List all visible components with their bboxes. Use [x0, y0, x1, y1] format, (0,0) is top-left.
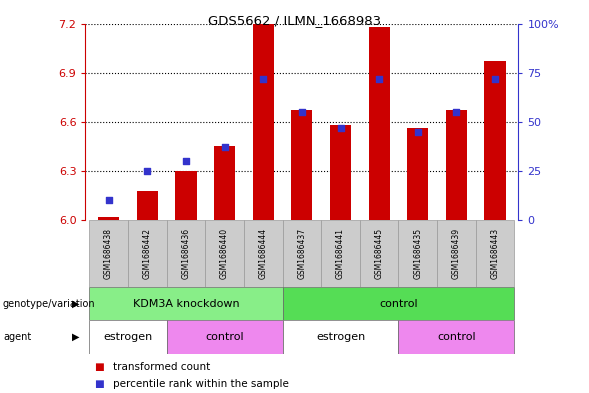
- Bar: [253, 24, 274, 220]
- Point: [452, 109, 461, 115]
- Text: GSM1686442: GSM1686442: [143, 228, 152, 279]
- Bar: [137, 191, 158, 220]
- Text: estrogen: estrogen: [103, 332, 153, 342]
- Bar: [90, 220, 128, 287]
- Text: GSM1686441: GSM1686441: [336, 228, 345, 279]
- Bar: [407, 129, 428, 220]
- Text: agent: agent: [3, 332, 31, 342]
- Text: GSM1686435: GSM1686435: [413, 228, 422, 279]
- Bar: [283, 287, 514, 320]
- Text: GSM1686436: GSM1686436: [181, 228, 190, 279]
- Text: GDS5662 / ILMN_1668983: GDS5662 / ILMN_1668983: [208, 14, 381, 27]
- Point: [220, 144, 229, 151]
- Text: ▶: ▶: [72, 299, 80, 309]
- Point: [259, 75, 268, 82]
- Bar: [90, 320, 167, 354]
- Bar: [399, 220, 437, 287]
- Bar: [476, 220, 514, 287]
- Bar: [167, 320, 283, 354]
- Text: transformed count: transformed count: [113, 362, 210, 373]
- Text: GSM1686440: GSM1686440: [220, 228, 229, 279]
- Bar: [369, 27, 390, 220]
- Point: [336, 125, 345, 131]
- Bar: [283, 320, 399, 354]
- Bar: [167, 220, 205, 287]
- Bar: [485, 61, 506, 220]
- Bar: [360, 220, 399, 287]
- Text: GSM1686445: GSM1686445: [375, 228, 383, 279]
- Point: [491, 75, 500, 82]
- Text: ▶: ▶: [72, 332, 80, 342]
- Bar: [244, 220, 283, 287]
- Bar: [446, 110, 467, 220]
- Text: GSM1686443: GSM1686443: [491, 228, 499, 279]
- Bar: [437, 220, 476, 287]
- Bar: [399, 320, 514, 354]
- Point: [104, 197, 113, 204]
- Point: [143, 168, 152, 174]
- Text: control: control: [437, 332, 476, 342]
- Bar: [283, 220, 321, 287]
- Bar: [330, 125, 351, 220]
- Bar: [98, 217, 119, 220]
- Point: [413, 129, 422, 135]
- Bar: [90, 287, 283, 320]
- Point: [297, 109, 307, 115]
- Bar: [291, 110, 313, 220]
- Bar: [321, 220, 360, 287]
- Text: ■: ■: [94, 379, 104, 389]
- Text: control: control: [205, 332, 244, 342]
- Text: genotype/variation: genotype/variation: [3, 299, 95, 309]
- Text: ■: ■: [94, 362, 104, 373]
- Bar: [214, 147, 235, 220]
- Text: GSM1686439: GSM1686439: [452, 228, 461, 279]
- Bar: [176, 171, 197, 220]
- Text: percentile rank within the sample: percentile rank within the sample: [113, 379, 289, 389]
- Text: GSM1686437: GSM1686437: [297, 228, 306, 279]
- Bar: [205, 220, 244, 287]
- Text: GSM1686438: GSM1686438: [104, 228, 113, 279]
- Text: KDM3A knockdown: KDM3A knockdown: [133, 299, 239, 309]
- Point: [375, 75, 384, 82]
- Text: estrogen: estrogen: [316, 332, 365, 342]
- Text: control: control: [379, 299, 418, 309]
- Text: GSM1686444: GSM1686444: [259, 228, 268, 279]
- Bar: [128, 220, 167, 287]
- Point: [181, 158, 191, 164]
